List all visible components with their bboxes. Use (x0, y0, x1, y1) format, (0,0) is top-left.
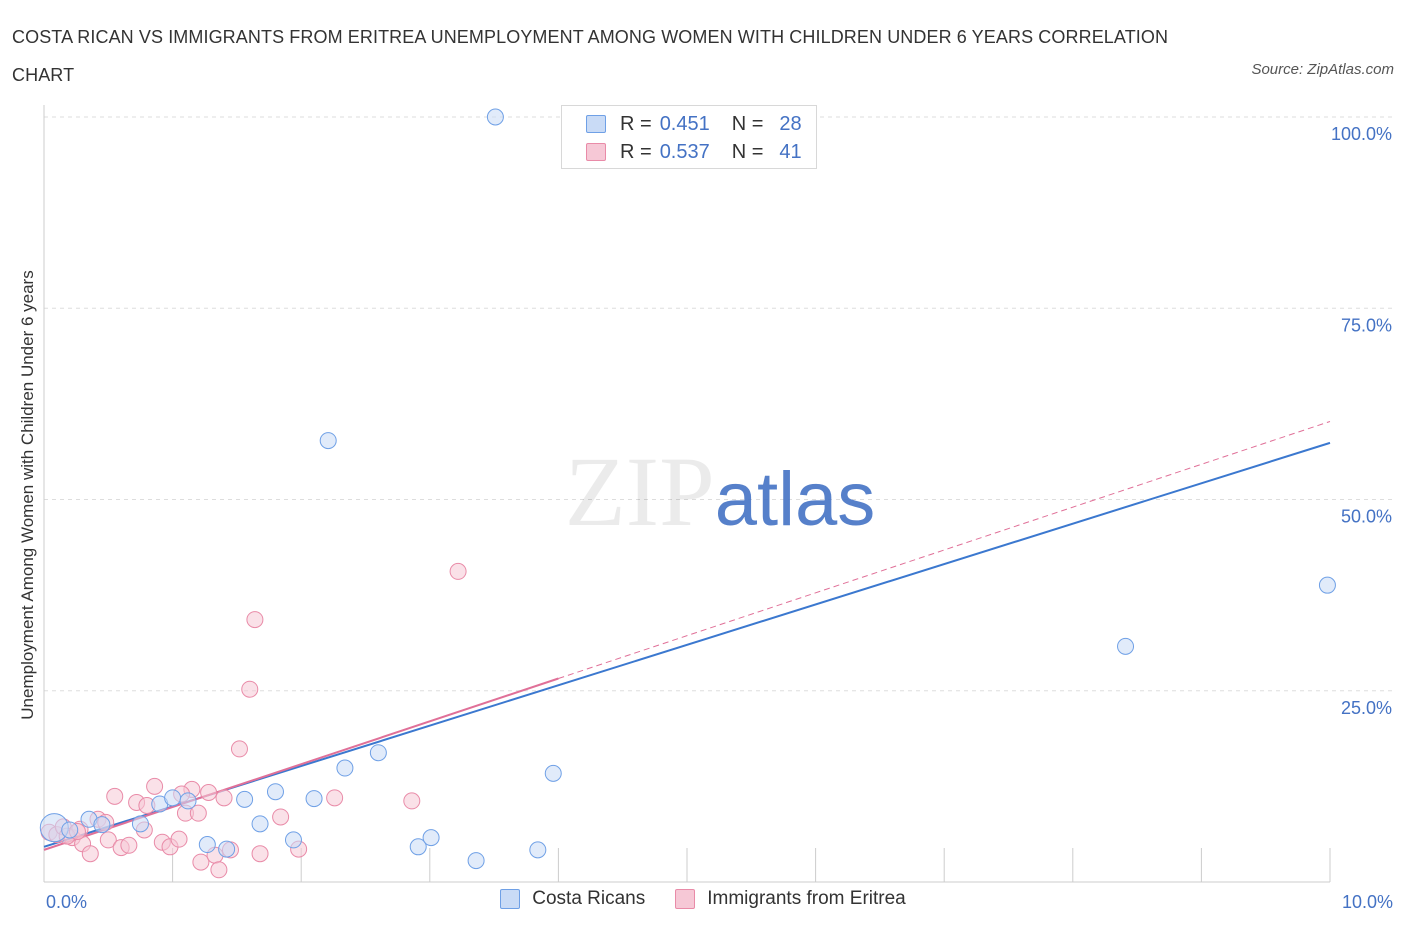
axes (43, 105, 1331, 883)
data-point-costa-rican (319, 432, 337, 450)
data-point-eritrea (189, 804, 207, 822)
data-point-costa-rican (486, 108, 504, 126)
data-point-costa-rican (164, 789, 182, 807)
legend-r-label: R = (620, 140, 652, 163)
data-point-eritrea (106, 787, 124, 805)
y-tick-label: 100.0% (1331, 124, 1392, 144)
data-point-costa-rican (544, 764, 562, 782)
data-point-costa-rican (305, 790, 323, 808)
tick-labels: 25.0% 50.0% 75.0% 100.0% 0.0% 10.0% (46, 124, 1393, 912)
data-point-costa-rican (236, 790, 254, 808)
data-point-costa-rican (336, 759, 354, 777)
legend-n-value: 28 (779, 112, 802, 135)
chart-title: COSTA RICAN VS IMMIGRANTS FROM ERITREA U… (12, 27, 1169, 85)
data-point-costa-rican (93, 816, 111, 834)
data-point-costa-rican (422, 829, 440, 847)
data-points (39, 108, 1336, 879)
data-point-eritrea (449, 562, 467, 580)
data-point-eritrea (230, 740, 248, 758)
legend-item-costa-ricans[interactable]: Costa Ricans (500, 888, 645, 910)
trend-line-eritrea-extrapolated (558, 420, 1331, 679)
legend-swatch-pink (675, 889, 696, 909)
trend-lines (43, 420, 1331, 851)
x-tick-label: 0.0% (46, 892, 87, 912)
data-point-eritrea (251, 845, 269, 863)
data-point-eritrea (146, 777, 164, 795)
data-point-eritrea (192, 853, 210, 871)
legend-n-value: 41 (779, 140, 802, 163)
stats-legend: R = 0.451 N = 28 R = 0.537 N = 41 (561, 105, 817, 169)
data-point-costa-rican (467, 852, 485, 870)
gridlines (44, 116, 1392, 692)
series-legend: Costa Ricans Immigrants from Eritrea (0, 888, 1406, 910)
data-point-costa-rican (131, 815, 149, 833)
data-point-eritrea (210, 861, 228, 879)
data-point-eritrea (403, 792, 421, 810)
legend-label: Immigrants from Eritrea (707, 888, 906, 909)
legend-n-label: N = (731, 112, 764, 135)
legend-r-value: 0.537 (659, 140, 710, 163)
legend-row-costa-ricans: R = 0.451 N = 28 (586, 111, 802, 137)
data-point-eritrea (170, 830, 188, 848)
data-point-eritrea (81, 845, 99, 863)
data-point-costa-rican (1318, 576, 1336, 594)
legend-r-value: 0.451 (659, 112, 710, 135)
data-point-eritrea (120, 836, 138, 854)
data-point-eritrea (272, 808, 290, 826)
legend-swatch-pink (586, 143, 606, 161)
data-point-costa-rican (529, 841, 547, 859)
data-point-costa-rican (61, 821, 79, 839)
legend-label: Costa Ricans (532, 888, 646, 909)
data-point-costa-rican (251, 815, 269, 833)
data-point-eritrea (326, 789, 344, 807)
y-tick-label: 25.0% (1341, 698, 1392, 718)
data-point-costa-rican (369, 744, 387, 762)
trend-line-eritrea (43, 677, 559, 851)
data-point-costa-rican (284, 831, 302, 849)
legend-swatch-blue (586, 115, 606, 133)
chart-source: Source: ZipAtlas.com (1251, 61, 1394, 78)
legend-item-eritrea[interactable]: Immigrants from Eritrea (675, 888, 906, 910)
data-point-costa-rican (409, 838, 427, 856)
data-point-eritrea (200, 783, 218, 801)
data-point-costa-rican (218, 840, 236, 858)
x-tick-label: 10.0% (1342, 892, 1393, 912)
y-tick-label: 75.0% (1341, 315, 1392, 335)
data-point-eritrea (241, 680, 259, 698)
data-point-costa-rican (266, 783, 284, 801)
data-point-eritrea (215, 789, 233, 807)
legend-swatch-blue (500, 889, 521, 909)
data-point-eritrea (99, 831, 117, 849)
legend-r-label: R = (620, 112, 652, 135)
legend-n-label: N = (731, 140, 764, 163)
watermark: ZIPatlas (565, 436, 876, 547)
y-tick-label: 50.0% (1341, 507, 1392, 527)
data-point-costa-rican (1117, 637, 1135, 655)
data-point-costa-rican (198, 836, 216, 854)
data-point-eritrea (246, 611, 264, 629)
legend-row-eritrea: R = 0.537 N = 41 (586, 139, 802, 165)
data-point-costa-rican (179, 792, 197, 810)
